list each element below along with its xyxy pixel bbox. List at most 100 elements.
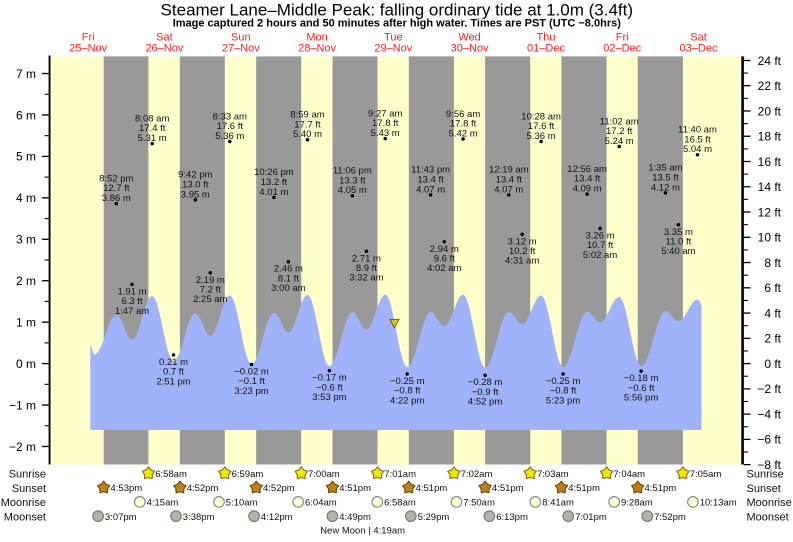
svg-text:3.35 m: 3.35 m (664, 227, 693, 238)
svg-text:7:00am: 7:00am (308, 469, 340, 480)
svg-text:2.19 m: 2.19 m (196, 275, 225, 286)
svg-text:8.9 ft: 8.9 ft (356, 263, 377, 274)
svg-text:−0.1 ft: −0.1 ft (238, 376, 265, 387)
svg-text:4:15am: 4:15am (147, 498, 179, 509)
svg-text:7:05am: 7:05am (690, 469, 722, 480)
svg-text:14 ft: 14 ft (758, 180, 782, 194)
svg-text:Moonrise: Moonrise (1, 497, 46, 509)
svg-text:6:59am: 6:59am (232, 469, 264, 480)
svg-text:10:26 pm: 10:26 pm (254, 167, 294, 178)
svg-text:3.86 m: 3.86 m (102, 193, 131, 204)
svg-text:29–Nov: 29–Nov (374, 42, 412, 54)
svg-text:4:52pm: 4:52pm (187, 483, 219, 494)
svg-text:7.2 ft: 7.2 ft (200, 285, 221, 296)
svg-text:10:28 am: 10:28 am (521, 111, 561, 122)
svg-text:Sunset: Sunset (747, 483, 781, 495)
svg-text:−0.28 m: −0.28 m (468, 377, 503, 388)
svg-text:−8 ft: −8 ft (757, 458, 781, 472)
svg-text:7:01am: 7:01am (384, 469, 416, 480)
svg-text:24 ft: 24 ft (758, 54, 782, 68)
svg-text:7:50am: 7:50am (463, 498, 495, 509)
svg-text:12:19 am: 12:19 am (489, 165, 529, 176)
svg-text:13.3 ft: 13.3 ft (339, 175, 366, 186)
svg-text:0 ft: 0 ft (764, 357, 781, 371)
svg-text:Moonset: Moonset (747, 511, 789, 523)
svg-text:1:35 am: 1:35 am (648, 163, 682, 174)
svg-text:3.26 m: 3.26 m (586, 231, 615, 242)
svg-text:16 ft: 16 ft (758, 155, 782, 169)
svg-text:6:04am: 6:04am (305, 498, 337, 509)
svg-text:4.05 m: 4.05 m (338, 185, 367, 196)
svg-text:11:06 pm: 11:06 pm (333, 166, 372, 177)
svg-text:−0.25 m: −0.25 m (546, 376, 581, 387)
svg-text:5.36 m: 5.36 m (527, 131, 556, 142)
svg-text:03–Dec: 03–Dec (680, 42, 718, 54)
svg-text:30–Nov: 30–Nov (451, 42, 489, 54)
svg-text:5.43 m: 5.43 m (371, 128, 400, 139)
svg-text:−2 m: −2 m (9, 440, 36, 454)
svg-text:2:25 am: 2:25 am (193, 294, 227, 305)
svg-text:5.36 m: 5.36 m (215, 131, 244, 142)
svg-text:4:53pm: 4:53pm (111, 483, 143, 494)
svg-text:−1 m: −1 m (9, 398, 36, 412)
svg-text:17.6 ft: 17.6 ft (217, 121, 244, 132)
svg-text:Tue: Tue (384, 32, 403, 44)
svg-text:13.5 ft: 13.5 ft (652, 173, 679, 184)
svg-text:Moonrise: Moonrise (747, 497, 792, 509)
svg-text:2 m: 2 m (16, 274, 36, 288)
svg-text:4.01 m: 4.01 m (259, 187, 288, 198)
svg-text:Mon: Mon (306, 32, 327, 44)
svg-text:8:08 am: 8:08 am (135, 113, 169, 124)
svg-text:6.3 ft: 6.3 ft (121, 296, 142, 307)
svg-text:Thu: Thu (537, 32, 556, 44)
svg-text:10.7 ft: 10.7 ft (587, 240, 614, 251)
svg-text:4.07 m: 4.07 m (416, 184, 445, 195)
svg-text:4:22 pm: 4:22 pm (390, 395, 424, 406)
svg-text:−0.6 ft: −0.6 ft (628, 383, 655, 394)
svg-text:3.12 m: 3.12 m (508, 236, 537, 247)
svg-text:6:13pm: 6:13pm (496, 512, 528, 523)
svg-text:4:02 am: 4:02 am (427, 263, 461, 274)
svg-text:13.4 ft: 13.4 ft (574, 174, 601, 185)
svg-text:Moonset: Moonset (4, 511, 46, 523)
svg-text:5.04 m: 5.04 m (683, 144, 712, 155)
svg-text:7:52pm: 7:52pm (654, 512, 686, 523)
svg-text:1.91 m: 1.91 m (117, 286, 146, 297)
svg-text:8:59 am: 8:59 am (290, 110, 324, 121)
svg-text:−0.8 ft: −0.8 ft (550, 386, 577, 397)
svg-text:2 ft: 2 ft (764, 332, 781, 346)
svg-text:17.8 ft: 17.8 ft (450, 119, 477, 130)
svg-text:8 ft: 8 ft (764, 256, 781, 270)
svg-text:5:02 am: 5:02 am (583, 250, 617, 261)
svg-text:6 ft: 6 ft (764, 281, 781, 295)
svg-text:28–Nov: 28–Nov (298, 42, 336, 54)
svg-text:16.5 ft: 16.5 ft (684, 134, 711, 145)
svg-text:−0.02 m: −0.02 m (234, 366, 269, 377)
svg-text:Sunset: Sunset (12, 483, 46, 495)
svg-text:3:07pm: 3:07pm (105, 512, 137, 523)
svg-text:8.1 ft: 8.1 ft (278, 273, 299, 284)
svg-text:4.07 m: 4.07 m (494, 184, 523, 195)
svg-text:Sat: Sat (690, 32, 707, 44)
svg-text:5:40 am: 5:40 am (661, 246, 695, 257)
svg-text:Sunrise: Sunrise (9, 469, 46, 481)
svg-text:7 m: 7 m (16, 67, 36, 81)
svg-text:1 m: 1 m (16, 316, 36, 330)
svg-text:10.2 ft: 10.2 ft (509, 246, 536, 257)
svg-text:0 m: 0 m (16, 357, 36, 371)
svg-text:5:56 pm: 5:56 pm (624, 393, 658, 404)
svg-text:5.42 m: 5.42 m (449, 128, 478, 139)
svg-text:4:51pm: 4:51pm (339, 483, 371, 494)
svg-text:4 ft: 4 ft (764, 306, 781, 320)
svg-text:5 m: 5 m (16, 150, 36, 164)
svg-text:17.2 ft: 17.2 ft (606, 126, 633, 137)
svg-text:5.31 m: 5.31 m (138, 133, 167, 144)
svg-text:10 ft: 10 ft (758, 231, 782, 245)
svg-text:9.6 ft: 9.6 ft (434, 254, 455, 265)
svg-text:3:38pm: 3:38pm (183, 512, 215, 523)
svg-text:17.8 ft: 17.8 ft (372, 118, 399, 129)
svg-text:5.24 m: 5.24 m (605, 136, 634, 147)
svg-text:Sat: Sat (156, 32, 173, 44)
svg-text:13.0 ft: 13.0 ft (182, 180, 209, 191)
svg-text:0.7 ft: 0.7 ft (163, 367, 184, 378)
